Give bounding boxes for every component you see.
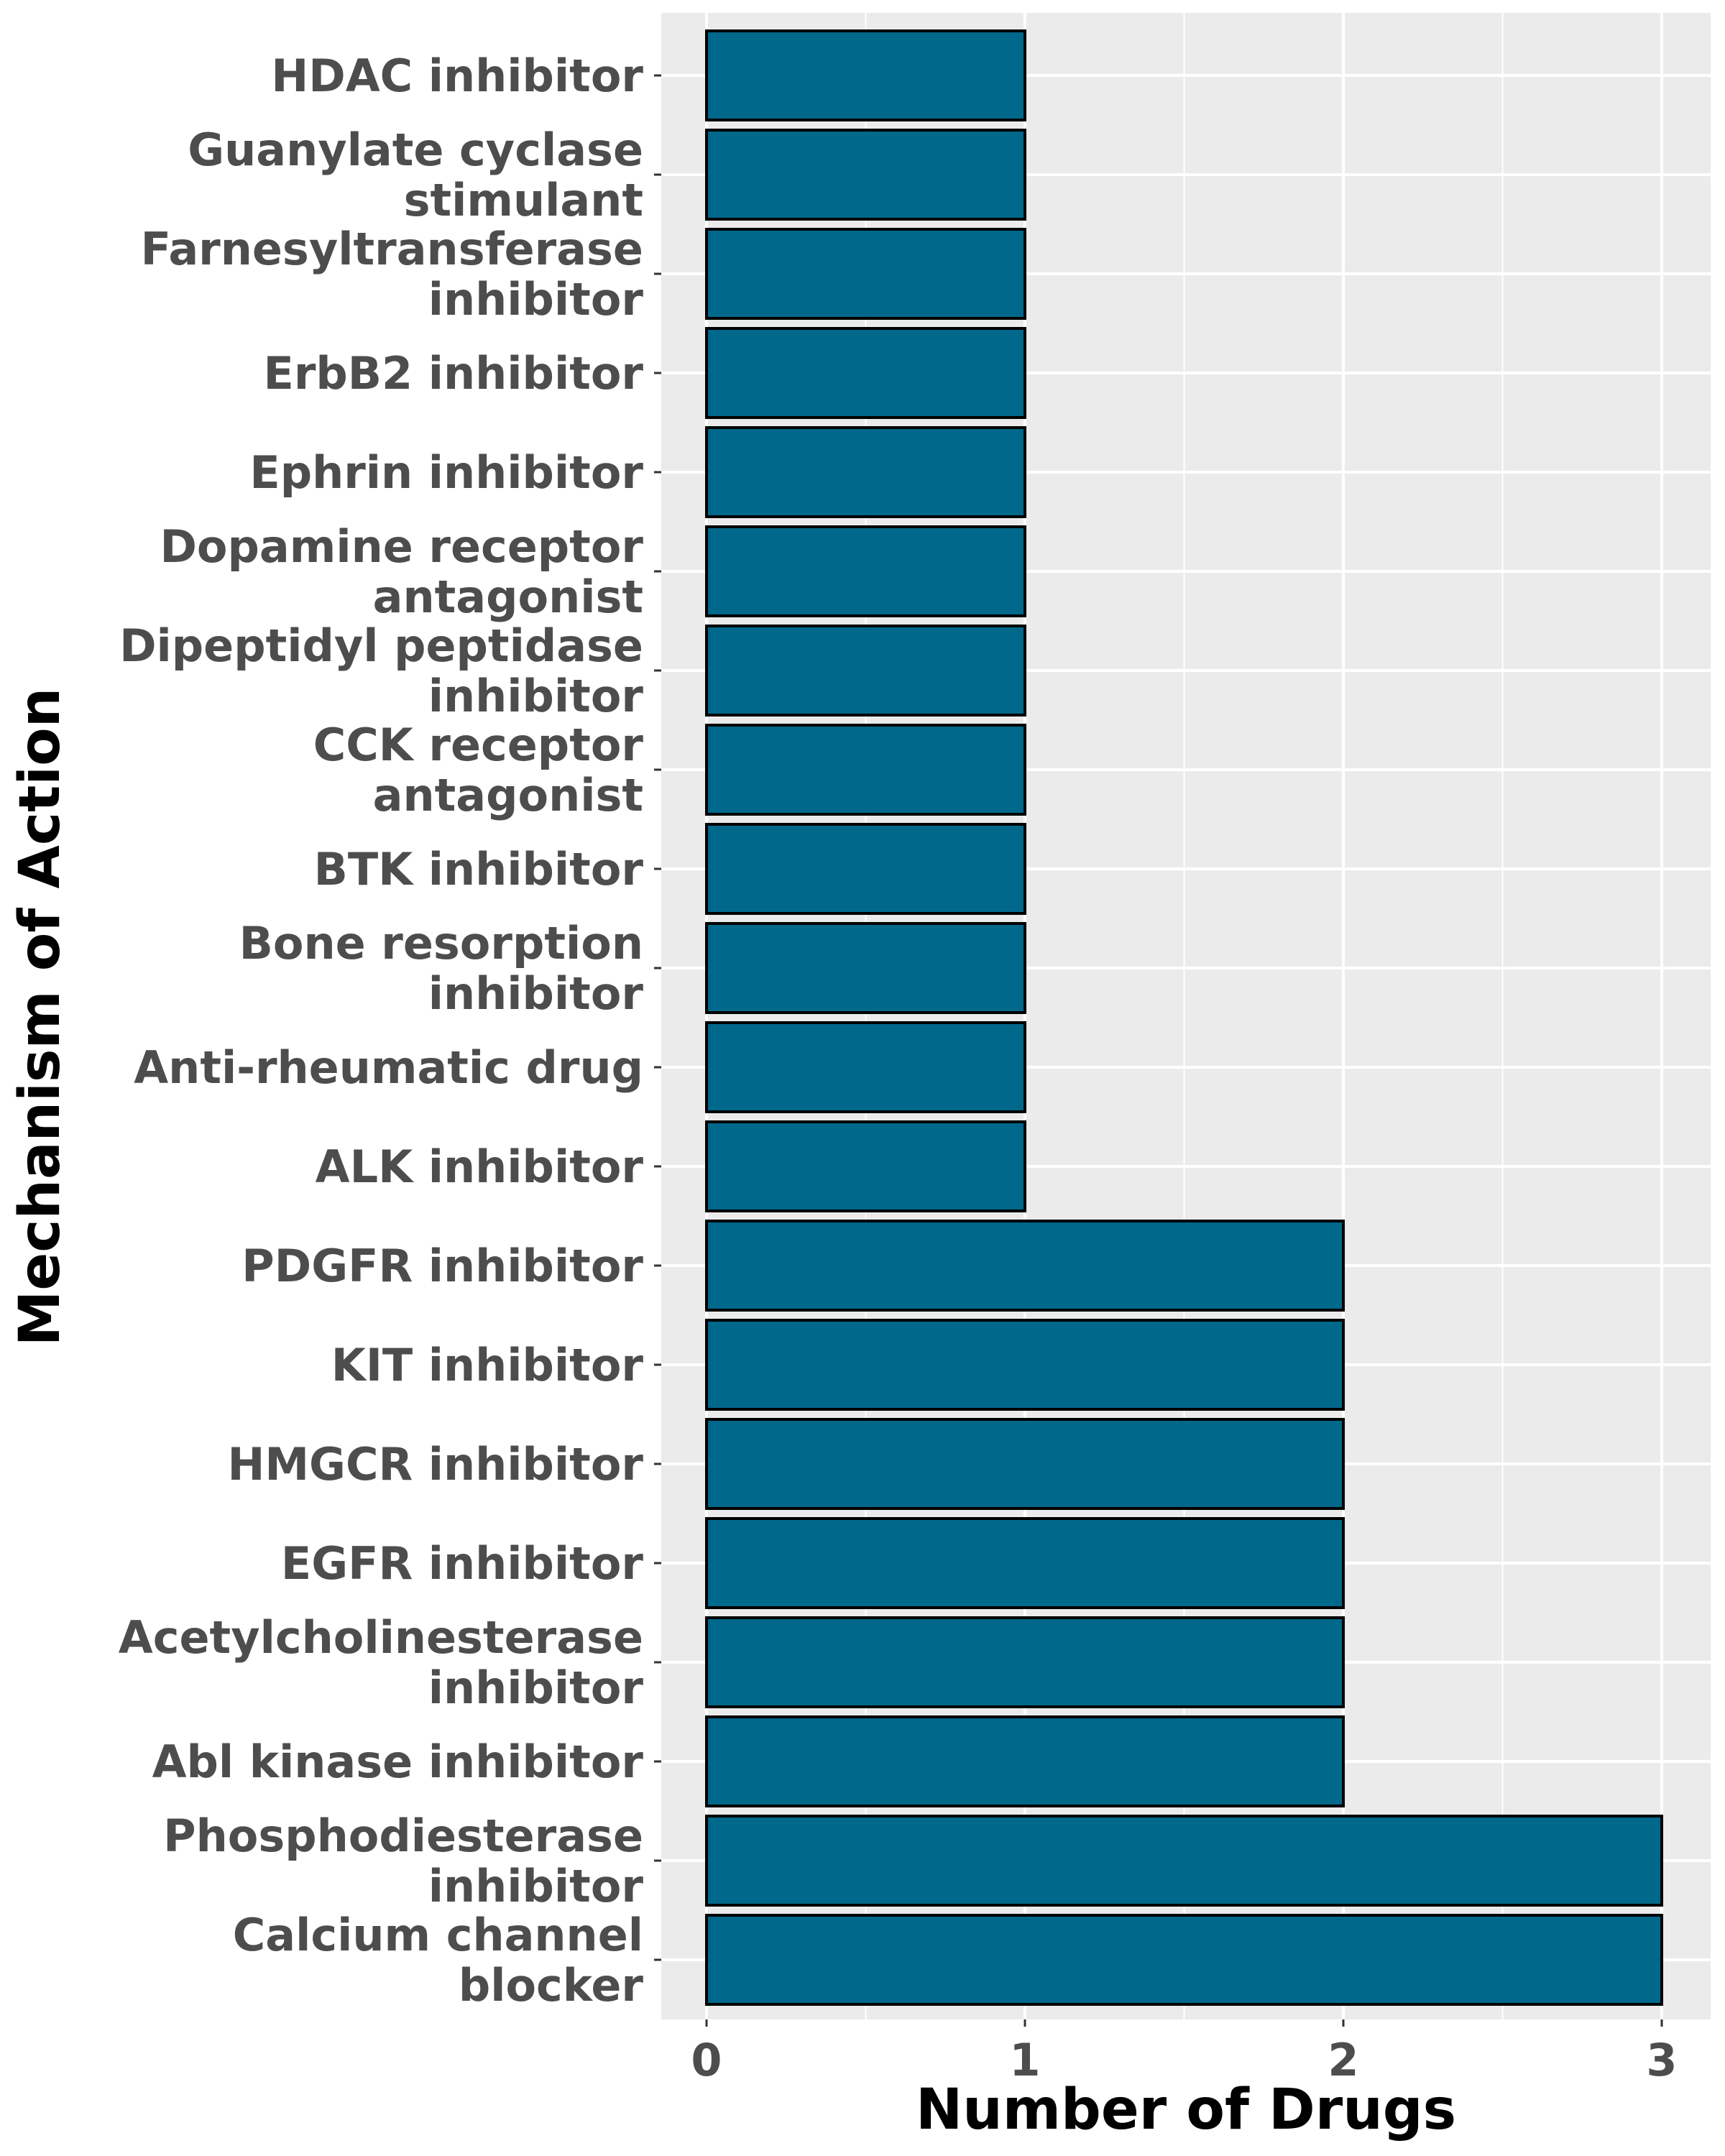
x-tick-label: 0 [691, 2034, 722, 2086]
y-axis-title: Mechanism of Action [8, 688, 73, 1346]
x-tick-label: 3 [1646, 2034, 1677, 2086]
y-tick-label: Farnesyltransferase inhibitor [141, 223, 644, 326]
y-tick-label: BTK inhibitor [314, 843, 644, 895]
y-tick-label-line: HMGCR inhibitor [227, 1438, 643, 1491]
x-tick-label: 2 [1328, 2034, 1358, 2086]
y-tick-label-line: Calcium channel [233, 1909, 643, 1961]
bar [705, 724, 1026, 816]
y-tick-label-line: CCK receptor [313, 719, 644, 771]
bar [705, 1715, 1345, 1807]
y-tick-label: KIT inhibitor [331, 1339, 644, 1391]
y-tick-label: Ephrin inhibitor [249, 446, 643, 499]
y-axis-ticks [654, 74, 661, 1961]
y-tick-label-line: antagonist [373, 769, 643, 821]
y-tick-label-line: Dopamine receptor [160, 520, 643, 573]
y-tick-label: Phosphodiesterase inhibitor [163, 1810, 643, 1912]
x-tick-label: 1 [1009, 2034, 1040, 2086]
bar [705, 1319, 1345, 1411]
y-tick-label-line: Phosphodiesterase [163, 1810, 643, 1862]
y-tick-label-line: EGFR inhibitor [281, 1537, 644, 1590]
y-tick-label-line: Dipeptidyl peptidase [119, 619, 643, 672]
bar [705, 327, 1026, 419]
y-tick-label-line: stimulant [404, 174, 643, 226]
y-tick-label-line: inhibitor [428, 670, 644, 722]
y-tick-label-line: Bone resorption [239, 917, 643, 969]
y-tick-label-line: HDAC inhibitor [271, 50, 643, 102]
y-tick-label-line: Abl kinase inhibitor [152, 1736, 644, 1788]
y-tick-label: ALK inhibitor [316, 1141, 644, 1193]
y-tick-label: Anti-rheumatic drug [134, 1041, 643, 1094]
bar [705, 525, 1026, 617]
y-tick-label: HMGCR inhibitor [227, 1438, 643, 1491]
y-tick-label-line: blocker [459, 1959, 644, 2012]
bar [705, 129, 1026, 221]
bar [705, 1220, 1345, 1312]
bar [705, 1021, 1026, 1113]
y-tick-label: EGFR inhibitor [281, 1537, 644, 1590]
bar [705, 1815, 1663, 1907]
x-axis-ticks [705, 2019, 1663, 2027]
bar [705, 625, 1026, 717]
y-tick-label-line: KIT inhibitor [331, 1339, 644, 1391]
y-axis-tick-labels: HDAC inhibitor Guanylate cyclase stimulant… [119, 50, 644, 2012]
y-tick-label-line: Guanylate cyclase [188, 124, 643, 176]
y-tick-label-line: BTK inhibitor [314, 843, 644, 895]
y-tick-label-line: inhibitor [428, 1860, 644, 1912]
bar [705, 1914, 1663, 2006]
y-tick-label-line: Acetylcholinesterase [119, 1611, 643, 1664]
y-tick-label: Dipeptidyl peptidase inhibitor [119, 619, 643, 722]
bars [705, 29, 1663, 2006]
y-tick-label: ErbB2 inhibitor [263, 347, 643, 400]
y-tick-label-line: PDGFR inhibitor [242, 1240, 643, 1292]
y-tick-label: Bone resorption inhibitor [239, 917, 644, 1020]
y-tick-label-line: inhibitor [428, 967, 644, 1020]
bar [705, 1120, 1026, 1212]
y-tick-label-line: Anti-rheumatic drug [134, 1041, 643, 1094]
y-tick-label: PDGFR inhibitor [242, 1240, 643, 1292]
bar [705, 228, 1026, 320]
y-tick-label-line: ErbB2 inhibitor [263, 347, 643, 400]
y-tick-label-line: inhibitor [428, 273, 644, 326]
y-tick-label: Guanylate cyclase stimulant [188, 124, 643, 226]
y-tick-label-line: Farnesyltransferase [141, 223, 643, 275]
y-tick-label: Abl kinase inhibitor [152, 1736, 644, 1788]
y-tick-label: Calcium channel blocker [233, 1909, 644, 2012]
bar [705, 426, 1026, 518]
bar [705, 823, 1026, 915]
y-tick-label-line: antagonist [373, 571, 643, 623]
bar [705, 1616, 1345, 1708]
x-axis-title: Number of Drugs [916, 2078, 1456, 2142]
x-axis-tick-labels: 0 1 2 3 [691, 2034, 1677, 2086]
y-tick-label-line: ALK inhibitor [316, 1141, 644, 1193]
bar [705, 922, 1026, 1014]
y-tick-label-line: inhibitor [428, 1662, 644, 1714]
y-tick-label-line: Ephrin inhibitor [249, 446, 643, 499]
y-tick-label: Dopamine receptor antagonist [160, 520, 643, 623]
bar [705, 1418, 1345, 1510]
y-tick-label: Acetylcholinesterase inhibitor [119, 1611, 644, 1714]
y-tick-label: CCK receptor antagonist [313, 719, 644, 821]
y-tick-label: HDAC inhibitor [271, 50, 643, 102]
bar [705, 29, 1026, 121]
bar [705, 1517, 1345, 1609]
